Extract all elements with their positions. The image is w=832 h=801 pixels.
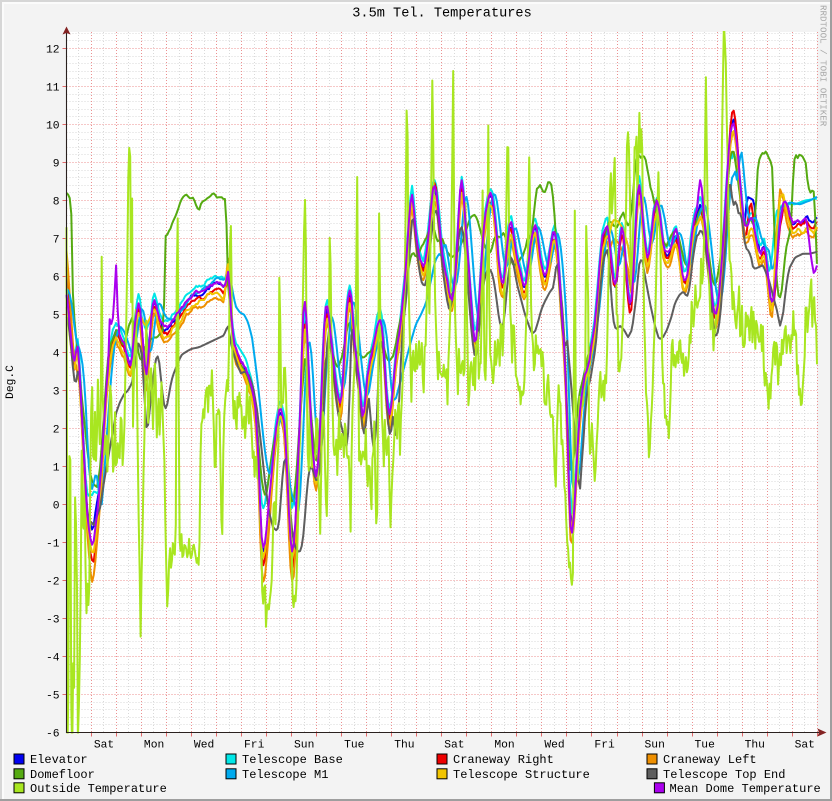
svg-text:-4: -4 bbox=[46, 653, 60, 665]
svg-text:Elevator: Elevator bbox=[30, 753, 88, 767]
svg-text:Sun: Sun bbox=[645, 739, 665, 751]
svg-text:Telescope Top End: Telescope Top End bbox=[663, 768, 785, 782]
svg-text:-2: -2 bbox=[46, 577, 60, 589]
svg-text:-5: -5 bbox=[46, 691, 60, 703]
svg-text:Domefloor: Domefloor bbox=[30, 768, 95, 782]
svg-text:Mon: Mon bbox=[494, 739, 514, 751]
svg-text:-1: -1 bbox=[46, 539, 60, 551]
svg-text:Mon: Mon bbox=[144, 739, 164, 751]
svg-text:1: 1 bbox=[53, 463, 60, 475]
svg-text:Wed: Wed bbox=[544, 739, 564, 751]
svg-text:Sat: Sat bbox=[94, 739, 114, 751]
svg-text:5: 5 bbox=[53, 311, 60, 323]
svg-text:Tue: Tue bbox=[695, 739, 716, 751]
svg-text:3: 3 bbox=[53, 387, 60, 399]
svg-text:6: 6 bbox=[53, 273, 60, 285]
svg-text:-3: -3 bbox=[46, 615, 60, 627]
svg-text:Craneway Right: Craneway Right bbox=[453, 753, 554, 767]
svg-text:Deg.C: Deg.C bbox=[5, 365, 17, 399]
svg-text:Sat: Sat bbox=[795, 739, 815, 751]
svg-text:Thu: Thu bbox=[394, 739, 414, 751]
svg-text:10: 10 bbox=[46, 121, 60, 133]
svg-text:Craneway Left: Craneway Left bbox=[663, 753, 757, 767]
svg-text:Wed: Wed bbox=[194, 739, 214, 751]
svg-text:Telescope Structure: Telescope Structure bbox=[453, 768, 590, 782]
svg-text:2: 2 bbox=[53, 425, 60, 437]
svg-text:Fri: Fri bbox=[594, 739, 615, 751]
svg-text:12: 12 bbox=[46, 45, 60, 57]
svg-text:4: 4 bbox=[53, 349, 60, 361]
svg-text:Telescope Base: Telescope Base bbox=[242, 753, 343, 767]
svg-text:Outside Temperature: Outside Temperature bbox=[30, 782, 167, 796]
svg-text:RRDTOOL / TOBI OETIKER: RRDTOOL / TOBI OETIKER bbox=[818, 5, 829, 127]
svg-text:9: 9 bbox=[53, 159, 60, 171]
svg-text:Fri: Fri bbox=[244, 739, 265, 751]
svg-text:11: 11 bbox=[46, 83, 60, 95]
svg-text:Tue: Tue bbox=[344, 739, 365, 751]
svg-text:0: 0 bbox=[53, 501, 60, 513]
svg-text:3.5m Tel. Temperatures: 3.5m Tel. Temperatures bbox=[352, 7, 531, 22]
svg-text:-6: -6 bbox=[46, 729, 60, 741]
svg-text:Sat: Sat bbox=[444, 739, 464, 751]
svg-text:Telescope M1: Telescope M1 bbox=[242, 768, 328, 782]
svg-text:Thu: Thu bbox=[745, 739, 765, 751]
svg-text:Sun: Sun bbox=[294, 739, 314, 751]
svg-text:Mean Dome Temperature: Mean Dome Temperature bbox=[670, 782, 821, 796]
svg-text:8: 8 bbox=[53, 197, 60, 209]
svg-text:7: 7 bbox=[53, 235, 60, 247]
